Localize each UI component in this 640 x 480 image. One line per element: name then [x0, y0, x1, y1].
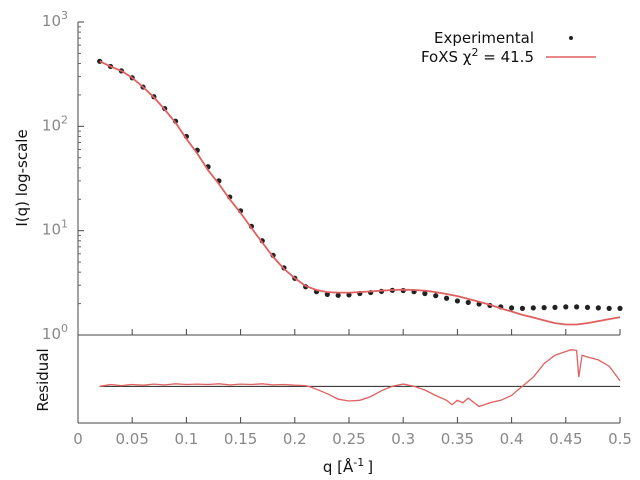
x-tick-label: 0.2 — [283, 430, 307, 448]
experimental-point — [563, 304, 569, 310]
experimental-point — [346, 292, 352, 298]
residual-panel: 0 0.05 0.1 0.15 0.2 0.25 0.3 0.35 0.4 0.45 0.5 Res… — [34, 329, 632, 476]
experimental-point — [465, 299, 471, 306]
experimental-point — [335, 292, 341, 298]
main-marks — [97, 58, 623, 326]
x-tick-label: 0.3 — [391, 430, 415, 448]
x-tick-label: 0 — [73, 430, 83, 448]
residual-axis-label: Residual — [34, 348, 52, 411]
legend: Experimental FoXS χ2 = 41.5 — [421, 29, 596, 66]
experimental-point — [433, 293, 439, 299]
experimental-point — [454, 298, 460, 304]
legend-point — [569, 36, 573, 40]
x-tick-label: 0.4 — [500, 430, 524, 448]
x-tick-label: 0.25 — [332, 430, 365, 448]
x-tick-label: 0.35 — [441, 430, 474, 448]
experimental-point — [584, 304, 591, 310]
y-tick-base: 10 — [42, 221, 61, 239]
y-tick-label: 101 — [42, 218, 68, 239]
legend-label-experimental: Experimental — [434, 29, 534, 47]
experimental-point — [606, 305, 612, 311]
x-tick-label: 0.45 — [549, 430, 582, 448]
experimental-point — [530, 305, 536, 311]
x-axis-label: q [Å-1] — [323, 456, 373, 476]
legend-foxs-sup: 2 — [471, 46, 478, 59]
x-ticks: 0 0.05 0.1 0.15 0.2 0.25 0.3 0.35 0.4 0.45 0.5 — [73, 329, 632, 448]
y-tick-base: 10 — [42, 12, 61, 30]
experimental-point — [509, 305, 515, 311]
y-tick-exp: 3 — [61, 9, 68, 22]
x-tick-label: 0.05 — [115, 430, 148, 448]
y-tick-base: 10 — [42, 116, 61, 134]
experimental-point — [443, 295, 450, 301]
residual-marks — [99, 349, 621, 408]
y-tick-exp: 0 — [61, 322, 68, 335]
legend-marker-experimental — [569, 36, 573, 40]
experimental-point — [422, 290, 428, 297]
x-label-base: q [Å — [323, 457, 354, 476]
y-tick-base: 10 — [42, 325, 61, 343]
y-tick-label: 103 — [42, 9, 68, 30]
experimental-point — [324, 291, 330, 297]
x-tick-label: 0.5 — [608, 430, 632, 448]
experimental-point — [552, 304, 558, 310]
legend-foxs-value: = 41.5 — [478, 48, 534, 66]
foxs-fit-line — [99, 60, 621, 326]
y-tick-exp: 2 — [61, 113, 68, 126]
experimental-point — [541, 305, 547, 311]
y-tick-exp: 1 — [61, 218, 68, 231]
x-tick-label: 0.15 — [224, 430, 257, 448]
experimental-point — [519, 305, 526, 311]
experimental-point — [617, 305, 623, 311]
x-tick-label: 0.1 — [174, 430, 198, 448]
experimental-point — [595, 305, 601, 311]
y-axis-label: I(q) log-scale — [13, 129, 31, 226]
experimental-point — [574, 304, 580, 310]
x-label-end: ] — [367, 458, 373, 476]
y-tick-label: 102 — [42, 113, 68, 134]
y-tick-label: 100 — [42, 322, 68, 343]
x-label-sup: -1 — [353, 456, 364, 469]
legend-foxs-base: FoXS χ — [421, 48, 472, 66]
legend-label-foxs: FoXS χ2 = 41.5 — [421, 46, 534, 66]
residual-line — [99, 349, 621, 408]
